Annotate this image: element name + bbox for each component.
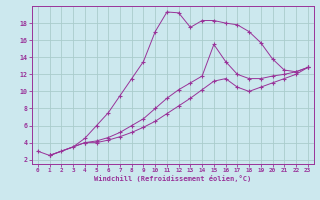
X-axis label: Windchill (Refroidissement éolien,°C): Windchill (Refroidissement éolien,°C): [94, 175, 252, 182]
